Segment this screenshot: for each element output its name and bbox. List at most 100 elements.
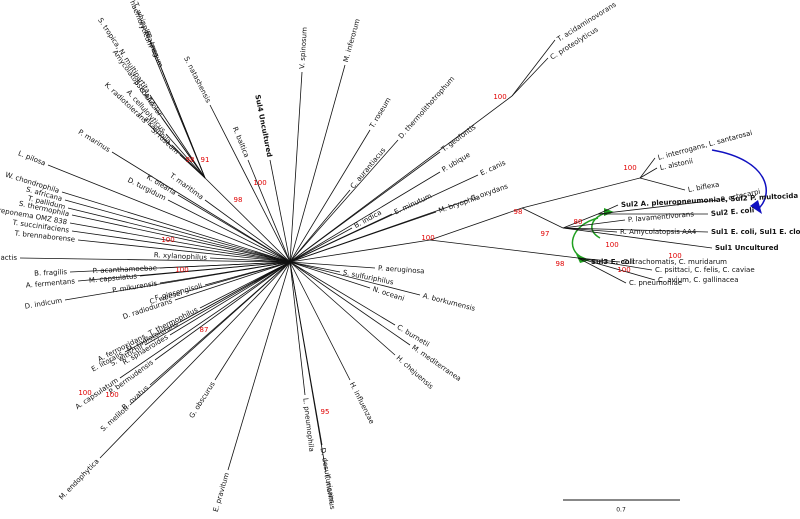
branch [521,177,641,209]
internal-branches [204,95,641,263]
support-value: 98 [514,208,523,216]
support-value: 100 [617,266,630,274]
leaf-label: P. acanthamoebae [93,264,158,275]
leaf-branch [511,39,556,97]
leaf-branch [129,261,291,406]
leaf-label: E. canis [479,159,507,178]
leaf-label: G. obscurus [188,380,217,420]
leaf-label: T. roseum [368,96,393,130]
support-value: 100 [161,236,174,244]
leaf-label: R. Amycolatopsis AA4 [620,228,697,236]
leaf-label: M. endophytica [58,457,101,501]
leaf-branch [167,199,291,263]
leaf-branch [161,117,206,179]
leaf-label: S. meliloti [99,404,130,433]
leaf-branch [639,177,686,191]
branch [429,239,579,259]
support-value: 100 [623,164,636,172]
leaf-label: S. natashensis [182,55,212,104]
leaf-branch [577,257,627,284]
support-value: 98 [186,156,195,164]
leaf-label: M. bryophila [438,193,482,215]
leaf-branch [64,199,291,263]
leaf-branch [577,257,656,281]
leaf-label: A. borkumensis [422,292,476,313]
leaf-label: D. indicum [24,297,63,311]
leaf-branch [111,151,291,263]
leaf-label: C. avium, C. gallinacea [658,276,739,284]
leaf-label: L. lactis [0,254,17,262]
branch [429,207,523,241]
leaf-branch [71,230,291,263]
support-value: 100 [605,241,618,249]
leaf-label: C. psittaci, C. felis, C. caviae [655,266,755,274]
leaf-label: C. aurantiacus [349,146,388,190]
leaf-label: R. baltica [231,126,251,159]
leaf-branch [269,159,291,263]
branch [204,177,291,263]
leaf-label: H. influenzae [348,381,376,425]
leaf-label: E. minutum [393,192,433,217]
leaf-branch [67,207,291,263]
arrow-head [750,200,762,214]
leaf-label: Sul2 A. pleuropneumoniae, Sul2 P. multoc… [621,192,799,209]
leaf-branch [154,261,291,361]
leaf-branch [161,69,206,179]
leaf-label: P. lavamentivorans [628,210,695,224]
leaf-branch [639,167,658,179]
leaf-branch [209,104,291,263]
branch [289,95,513,263]
leaf-branch [289,261,327,473]
support-value: 100 [421,234,434,242]
leaf-branch [184,261,291,293]
leaf-branch [144,261,291,346]
leaf-label: P. ubique [441,151,472,174]
leaf-label: B. fragilis [34,268,67,277]
leaf-branch [511,57,549,97]
support-value: 98 [556,260,565,268]
leaf-branch [289,129,371,263]
leaf-branch [289,189,351,263]
support-value: 100 [668,252,681,260]
leaf-branch [562,219,626,229]
leaf-branch [71,214,291,263]
leaf-branch [204,199,291,263]
leaf-label: Sul3 E. coli [591,258,634,266]
support-value: 87 [200,326,209,334]
leaf-label: T. geofontis [439,123,477,154]
leaf-label: P. aeruginosa [378,264,425,275]
leaf-branch [159,261,291,269]
leaf-branch [179,154,206,179]
leaf-branch [199,261,291,309]
leaf-label: V. spinosum [298,27,309,70]
leaf-branch [289,261,376,269]
leaf-branch [214,261,291,381]
leaf-label: Sul4 Uncultured [253,94,273,158]
support-value: 100 [78,389,91,397]
leaf-branch [289,211,437,263]
leaf-branch [149,94,206,179]
leaf-branch [159,261,291,284]
leaf-branch [289,261,371,289]
leaf-label: I. marinus [323,474,337,510]
leaf-label: Sul2 E. coli [711,206,755,218]
leaf-branch [119,261,291,379]
leaf-branch [209,257,291,263]
leaf-branch [289,64,346,263]
support-value: 91 [201,156,210,164]
leaf-branch [577,257,653,271]
leaf-branch [124,261,291,353]
leaf-label: L. pilosa [17,149,47,167]
support-value: 100 [493,93,506,101]
leaf-branch [639,157,656,179]
leaf-branch [169,261,291,336]
leaf-branch [99,261,291,459]
branch [289,239,431,263]
leaf-label: D. thermolithotrophum [397,75,456,141]
scale-label: 0.7 [616,507,626,514]
leaf-label: D. radiodurans [122,297,174,321]
leaf-branch [289,151,441,263]
leaf-label: R. xylanophilus [154,251,208,262]
leaf-branch [165,133,206,179]
